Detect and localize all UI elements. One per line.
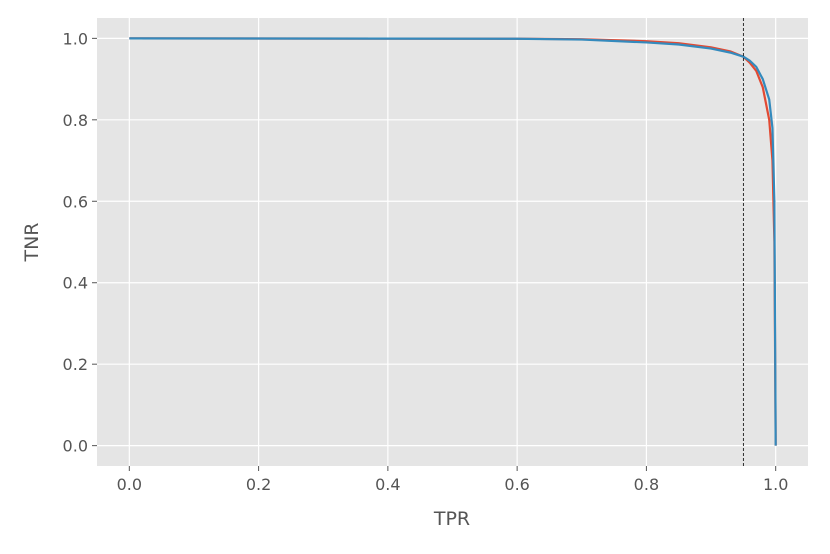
y-tick-label: 0.8 (63, 111, 88, 130)
line-series (129, 37, 777, 446)
y-tick-label: 0.6 (63, 192, 88, 211)
y-tick-label: 0.4 (63, 274, 88, 293)
y-tick-label: 1.0 (63, 29, 88, 48)
x-tick-label: 0.4 (375, 475, 400, 494)
x-axis-label: TPR (433, 508, 470, 530)
x-tick-label: 0.6 (504, 475, 529, 494)
y-axis-label: TNR (21, 222, 43, 262)
plot-background (97, 18, 808, 466)
y-tick-label: 0.0 (63, 437, 88, 456)
x-tick-label: 0.8 (634, 475, 659, 494)
x-tick-label: 0.2 (246, 475, 271, 494)
x-tick-label: 1.0 (763, 475, 788, 494)
y-tick-label: 0.2 (63, 355, 88, 374)
x-tick-label: 0.0 (117, 475, 142, 494)
